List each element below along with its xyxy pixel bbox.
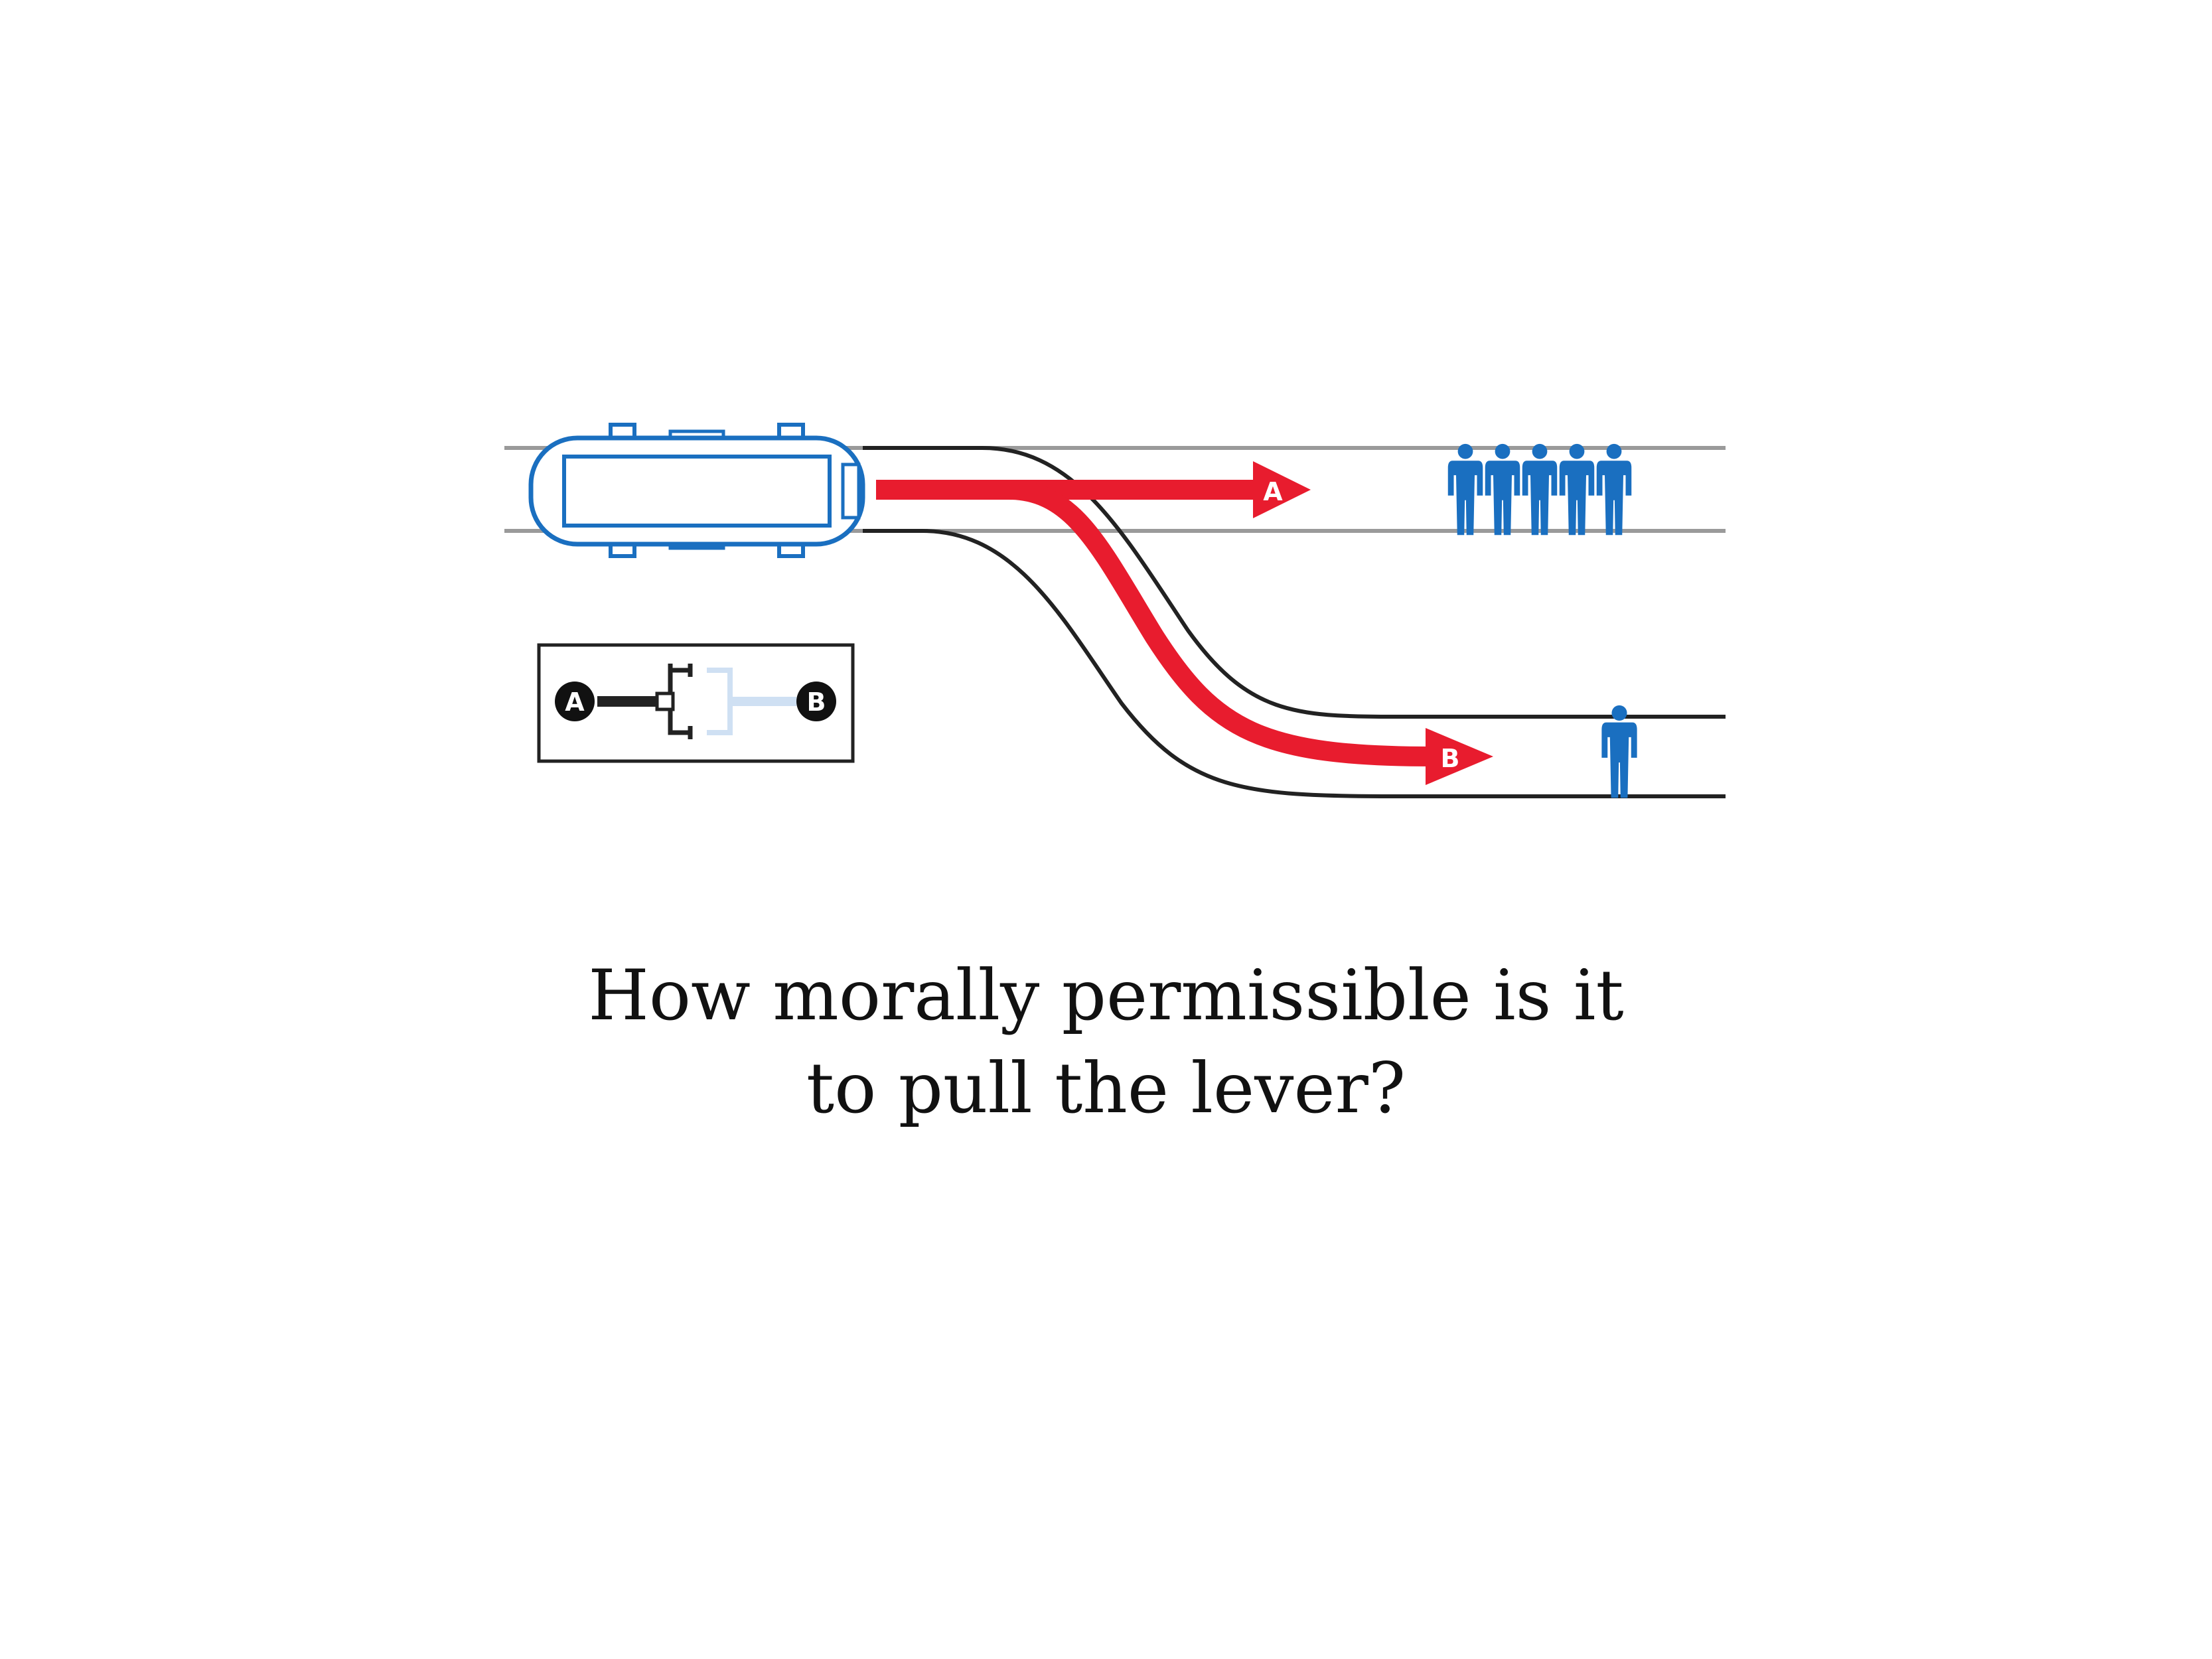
arrow-b-label: B bbox=[1441, 744, 1460, 773]
lever-arm bbox=[597, 696, 657, 707]
people-group-track-a bbox=[1447, 443, 1632, 536]
track-b bbox=[863, 446, 1726, 798]
lever-inset: A B bbox=[537, 643, 855, 763]
lever-position-a-badge bbox=[555, 682, 595, 721]
person-icon bbox=[1522, 443, 1558, 536]
arrow-b-shaft bbox=[1008, 480, 1434, 766]
person-icon bbox=[1559, 443, 1595, 536]
arrow-b: B bbox=[1008, 480, 1493, 785]
arrow-b-head bbox=[1426, 728, 1493, 785]
lever-position-b-badge bbox=[796, 682, 836, 721]
arrow-a-head bbox=[1253, 461, 1311, 518]
trolley-cabin bbox=[562, 455, 832, 528]
question-line-2: to pull the lever? bbox=[806, 1048, 1406, 1129]
person-icon bbox=[1601, 705, 1637, 798]
question-text: How morally permissible is it to pull th… bbox=[0, 949, 2212, 1135]
question-line-1: How morally permissible is it bbox=[588, 955, 1624, 1036]
person-icon bbox=[1485, 443, 1520, 536]
lever-ghost-handle bbox=[707, 668, 733, 735]
trolley bbox=[528, 423, 865, 558]
people-group-track-b bbox=[1601, 705, 1637, 798]
arrow-a-label: A bbox=[1263, 477, 1283, 506]
lever-position-a-label: A bbox=[565, 687, 585, 717]
arrow-a: A bbox=[876, 461, 1311, 518]
track-b-rail-top bbox=[863, 446, 1726, 719]
lever-ghost-arm bbox=[730, 697, 796, 706]
lever-position-b-label: B bbox=[807, 687, 826, 717]
track-b-rail-bottom bbox=[863, 529, 1726, 798]
trolley-bumper bbox=[841, 463, 861, 520]
lever-pivot bbox=[655, 691, 675, 711]
person-icon bbox=[1596, 443, 1632, 536]
person-icon bbox=[1447, 443, 1483, 536]
